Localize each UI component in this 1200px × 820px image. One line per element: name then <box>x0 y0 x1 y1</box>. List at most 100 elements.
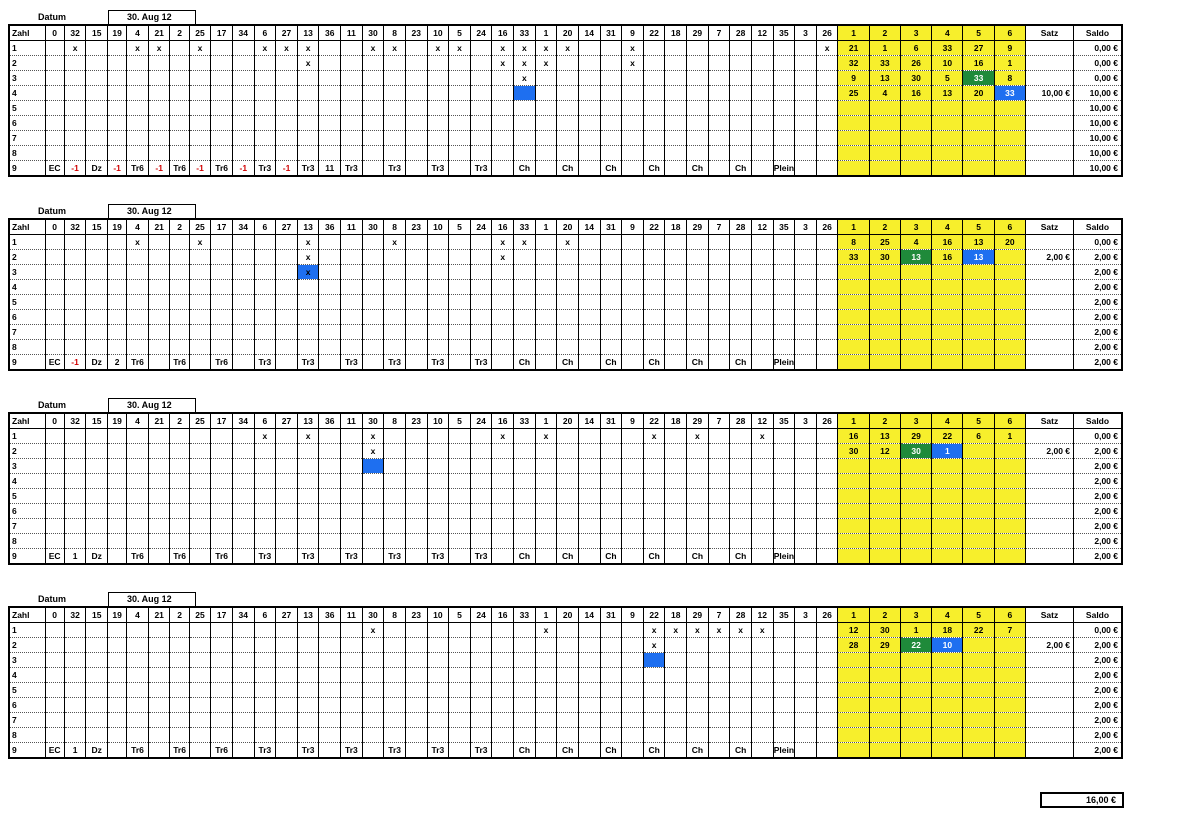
number-cell <box>448 712 471 728</box>
play-cell <box>993 667 1026 683</box>
number-cell <box>556 279 579 295</box>
number-cell <box>340 279 363 295</box>
number-cell <box>63 70 87 86</box>
play-cell: 6 <box>962 428 995 444</box>
number-cell <box>188 55 212 71</box>
play-cell <box>899 727 933 743</box>
number-cell <box>491 667 515 683</box>
number-cell <box>707 249 731 265</box>
header-cell: 10 <box>426 24 450 41</box>
number-cell <box>750 264 774 280</box>
number-cell <box>577 458 601 474</box>
number-cell <box>44 637 65 653</box>
number-cell <box>188 115 212 131</box>
number-cell <box>63 473 87 489</box>
row-number: 3 <box>8 70 46 86</box>
play-cell: 6 <box>899 40 933 56</box>
play-cell <box>837 264 870 280</box>
number-cell <box>664 279 688 295</box>
number-cell <box>169 40 190 56</box>
number-cell <box>556 488 579 504</box>
number-cell <box>664 40 688 56</box>
number-cell <box>296 339 320 355</box>
number-cell: x <box>642 637 666 653</box>
play-cell: 22 <box>931 428 964 444</box>
play-cell <box>993 697 1026 713</box>
footer-cell <box>664 742 688 759</box>
number-cell <box>404 428 428 444</box>
play-cell <box>837 145 870 161</box>
number-cell <box>815 55 839 71</box>
number-cell <box>664 458 688 474</box>
play-cell: 1 <box>868 40 901 56</box>
number-cell <box>44 309 65 325</box>
number-cell <box>815 637 839 653</box>
number-cell <box>513 518 536 534</box>
number-cell <box>534 100 558 116</box>
number-cell <box>147 115 171 131</box>
number-cell <box>85 443 109 459</box>
spin-row: 8 2,00 € <box>8 727 1123 743</box>
number-cell <box>707 518 731 534</box>
number-cell: x <box>296 234 320 250</box>
number-cell: x <box>188 234 212 250</box>
header-cell: 23 <box>404 24 428 41</box>
play-cell <box>993 145 1026 161</box>
number-cell <box>664 145 688 161</box>
saldo-cell: 2,00 € <box>1073 652 1123 668</box>
number-cell <box>383 55 406 71</box>
number-cell <box>107 249 128 265</box>
number-cell <box>126 622 149 638</box>
footer-cell <box>448 742 471 759</box>
footer-cell: Ch <box>729 160 752 177</box>
footer-cell: Tr3 <box>296 160 320 177</box>
number-cell <box>318 473 342 489</box>
footer-cell: Ch <box>599 354 623 371</box>
number-cell <box>534 115 558 131</box>
number-cell <box>340 488 363 504</box>
number-cell <box>599 473 623 489</box>
number-cell <box>253 503 277 519</box>
number-cell: x <box>621 55 644 71</box>
number-cell <box>426 85 450 101</box>
number-cell <box>169 130 190 146</box>
number-cell <box>231 309 255 325</box>
number-cell <box>275 518 298 534</box>
number-cell <box>426 428 450 444</box>
number-cell <box>318 518 342 534</box>
footer-cell <box>404 354 428 371</box>
row-number: 4 <box>8 279 46 295</box>
spin-row: 1 x x x x x x x x 12 30 1 18 22 7 0,00 € <box>8 622 1123 638</box>
number-cell <box>686 697 709 713</box>
number-cell <box>794 294 817 310</box>
number-cell <box>772 458 796 474</box>
number-cell: x <box>621 40 644 56</box>
number-cell <box>750 279 774 295</box>
play-cell: 30 <box>899 70 933 86</box>
play-cell <box>962 339 995 355</box>
number-cell <box>664 682 688 698</box>
number-cell <box>275 339 298 355</box>
number-cell <box>599 712 623 728</box>
header-row: Zahl 0 32 15 19 4 21 2 25 17 34 6 27 13 36 11 30 8 23 10 5 24… <box>8 606 1123 623</box>
number-cell <box>126 652 149 668</box>
footer-cell: Ch <box>642 160 666 177</box>
number-cell <box>469 309 493 325</box>
saldo-cell: 2,00 € <box>1073 249 1123 265</box>
play-cell <box>837 130 870 146</box>
number-cell <box>794 234 817 250</box>
number-cell <box>491 488 515 504</box>
number-cell <box>147 488 171 504</box>
number-cell <box>340 324 363 340</box>
number-cell <box>448 667 471 683</box>
number-cell <box>794 309 817 325</box>
number-cell <box>107 279 128 295</box>
number-cell <box>815 279 839 295</box>
header-cell: 28 <box>729 606 752 623</box>
number-cell <box>169 473 190 489</box>
number-cell <box>147 622 171 638</box>
number-cell <box>556 309 579 325</box>
play-cell <box>837 279 870 295</box>
number-cell <box>815 234 839 250</box>
number-cell <box>729 294 752 310</box>
